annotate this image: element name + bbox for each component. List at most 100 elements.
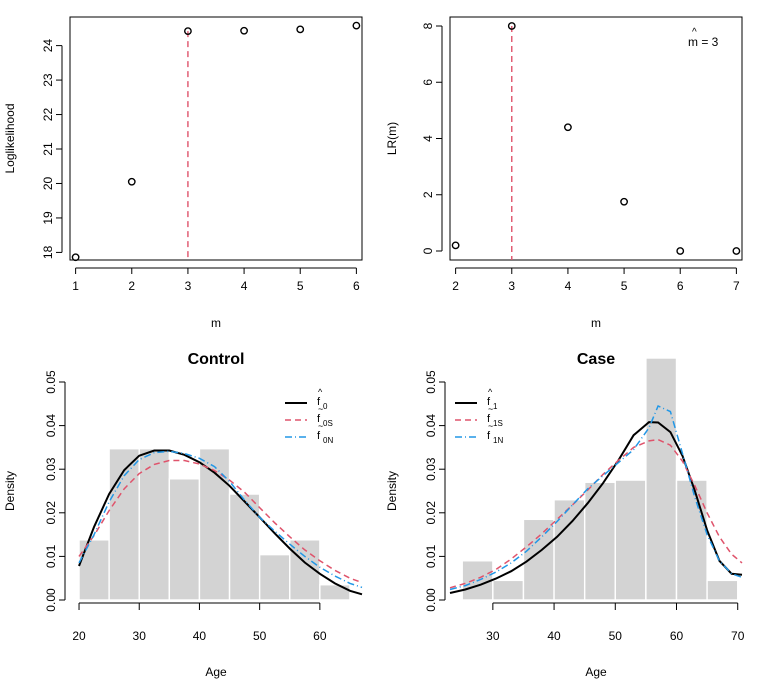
legend-subscript: 1	[493, 402, 498, 411]
x-tick-label: 50	[609, 629, 623, 643]
hat-accent: ^	[692, 27, 697, 38]
histogram-bar	[706, 579, 739, 601]
legend-subscript: 1S	[493, 419, 503, 428]
panel-title: Control	[188, 351, 245, 368]
density-curve-1n	[449, 404, 743, 591]
x-tick-label: 4	[241, 279, 248, 293]
data-point	[296, 25, 305, 34]
y-tick-label: 0.02	[424, 501, 438, 525]
histogram-bar	[138, 448, 171, 601]
x-tick-label: 60	[313, 629, 327, 643]
x-tick-label: 3	[185, 279, 192, 293]
y-tick-label: 0.03	[424, 457, 438, 481]
plot-box	[449, 16, 743, 261]
y-axis-title: LR(m)	[385, 122, 399, 155]
data-point	[732, 247, 741, 255]
legend-label: f	[487, 430, 491, 442]
data-point	[240, 26, 248, 35]
x-axis-title: m	[591, 316, 601, 330]
x-axis-title: Age	[205, 665, 227, 679]
legend-accent: ^	[488, 387, 493, 397]
data-point	[184, 27, 192, 36]
y-tick-label: 0.02	[44, 501, 58, 525]
data-point	[127, 177, 136, 186]
legend-label: f	[487, 396, 491, 408]
legend-accent: ~	[318, 421, 323, 431]
histogram-bar	[108, 448, 140, 601]
y-tick-label: 4	[421, 135, 435, 142]
histogram-bar	[198, 448, 231, 601]
density-curve-0	[78, 449, 363, 596]
legend-label: f	[317, 396, 321, 408]
x-tick-label: 40	[547, 629, 561, 643]
legend-accent: ~	[488, 404, 493, 414]
y-tick-label: 21	[41, 142, 55, 156]
legend: ^f 1~f 1S~f 1N	[455, 387, 503, 445]
y-axis-title: Loglikelihood	[3, 103, 17, 173]
m-hat-annotation: ^m = 3	[688, 27, 719, 49]
data-point	[451, 241, 460, 250]
y-tick-label: 0.04	[44, 414, 58, 438]
histogram-bar	[319, 584, 351, 601]
histogram-bar	[228, 493, 261, 601]
y-tick-label: 0.01	[44, 544, 58, 568]
annotation-text: m = 3	[688, 35, 719, 49]
y-tick-label: 22	[41, 108, 55, 122]
y-tick-label: 8	[421, 22, 435, 29]
histogram-bar	[614, 479, 647, 601]
histogram-bar	[553, 499, 586, 601]
histogram-bar	[645, 357, 678, 601]
legend-subscript: 0N	[323, 436, 333, 445]
y-tick-label: 24	[41, 39, 55, 53]
density-curve-0s	[78, 459, 363, 584]
density-curve-1s	[449, 438, 743, 589]
legend-subscript: 1N	[493, 436, 503, 445]
data-point	[564, 123, 572, 132]
x-tick-label: 40	[193, 629, 207, 643]
data-point	[71, 253, 80, 262]
plot-box	[69, 16, 363, 261]
y-axis-title: Density	[3, 471, 17, 511]
y-tick-label: 23	[41, 73, 55, 87]
x-tick-label: 30	[486, 629, 500, 643]
density-curve-1	[449, 421, 743, 594]
x-tick-label: 30	[133, 629, 147, 643]
y-tick-label: 2	[421, 191, 435, 198]
legend-accent: ~	[318, 404, 323, 414]
y-tick-label: 0.05	[44, 370, 58, 394]
data-point	[676, 247, 685, 255]
histogram-bar	[675, 479, 708, 601]
y-tick-label: 20	[41, 176, 55, 190]
y-tick-label: 0.00	[424, 588, 438, 612]
legend-subscript: 0	[323, 402, 328, 411]
x-tick-label: 2	[128, 279, 135, 293]
histogram-bar	[168, 478, 201, 601]
histogram-bar	[78, 539, 110, 601]
y-tick-label: 0.03	[44, 457, 58, 481]
legend-accent: ~	[488, 421, 493, 431]
y-tick-label: 0.01	[424, 544, 438, 568]
x-tick-label: 7	[733, 279, 740, 293]
x-tick-label: 20	[72, 629, 86, 643]
x-tick-label: 6	[677, 279, 684, 293]
y-tick-label: 0.05	[424, 370, 438, 394]
x-tick-label: 6	[353, 279, 360, 293]
histogram-bar	[258, 553, 291, 601]
y-tick-label: 0.00	[44, 588, 58, 612]
data-point	[507, 22, 516, 30]
histogram-bar	[492, 579, 525, 601]
y-tick-label: 19	[41, 211, 55, 225]
x-tick-label: 70	[731, 629, 745, 643]
legend: ^f 0~f 0S~f 0N	[285, 387, 333, 445]
data-point	[620, 197, 628, 206]
panel-2: 2 3 4 5 6 7 0 2 4 6 8 ^m = 3 m LR(m)	[385, 16, 743, 330]
panel-title: Case	[577, 351, 615, 368]
x-tick-label: 4	[565, 279, 572, 293]
x-tick-label: 2	[452, 279, 459, 293]
density-curve-0n	[78, 450, 363, 589]
x-axis-title: m	[211, 316, 221, 330]
y-axis-title: Density	[385, 471, 399, 511]
x-axis-title: Age	[585, 665, 607, 679]
